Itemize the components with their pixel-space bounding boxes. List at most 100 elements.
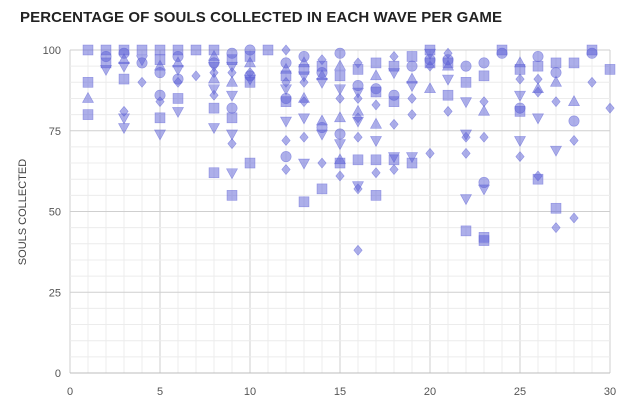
axes: 0 5 10 15 20 25 30 0 25 50 75 100: [43, 45, 616, 398]
scatter-point-circle: [406, 60, 418, 72]
scatter-point-diamond: [425, 60, 435, 72]
scatter-point-diamond: [191, 70, 201, 82]
y-axis-label: SOULS COLLECTED: [17, 159, 29, 265]
scatter-point-diamond: [317, 157, 327, 169]
scatter-point-diamond: [281, 134, 291, 146]
scatter-point-circle: [496, 47, 508, 59]
scatter-point-triangle-up: [369, 69, 383, 81]
scatter-point-triangle-down: [117, 113, 131, 125]
x-tick-label: 30: [604, 386, 616, 398]
scatter-point-square: [172, 93, 184, 104]
scatter-point-square: [370, 190, 382, 201]
scatter-point-diamond: [425, 147, 435, 159]
x-tick-label: 25: [514, 386, 526, 398]
scatter-point-square: [550, 202, 562, 214]
scatter-point-diamond: [227, 138, 237, 150]
scatter-point-circle: [334, 47, 346, 59]
scatter-point-triangle-down: [405, 152, 419, 164]
scatter-point-triangle-down: [171, 65, 185, 77]
scatter-point-diamond: [551, 96, 561, 108]
scatter-point-triangle-down: [459, 97, 473, 109]
y-tick-label: 100: [43, 45, 61, 57]
scatter-point-square: [244, 157, 256, 169]
scatter-point-diamond: [299, 76, 309, 88]
scatter-point-diamond: [353, 92, 363, 104]
scatter-point-triangle-down: [333, 84, 347, 96]
scatter-point-square: [568, 57, 580, 69]
scatter-point-square: [82, 77, 94, 88]
scatter-point-diamond: [137, 76, 147, 88]
scatter-point-square: [82, 44, 94, 56]
scatter-point-diamond: [461, 131, 471, 143]
scatter-point-square: [244, 77, 256, 88]
scatter-point-diamond: [587, 76, 597, 88]
scatter-point-triangle-down: [387, 68, 401, 80]
scatter-point-diamond: [407, 92, 417, 104]
scatter-point-diamond: [551, 222, 561, 234]
scatter-point-diamond: [407, 109, 417, 121]
scatter-point-square: [406, 51, 418, 62]
scatter-point-diamond: [353, 244, 363, 256]
scatter-point-diamond: [299, 131, 309, 143]
x-tick-label: 5: [157, 386, 163, 398]
scatter-point-square: [262, 44, 274, 56]
y-tick-label: 0: [55, 368, 61, 380]
scatter-point-square: [478, 235, 490, 246]
scatter-point-square: [388, 96, 400, 107]
scatter-point-triangle-down: [333, 139, 347, 151]
scatter-point-triangle-up: [549, 75, 563, 87]
x-tick-label: 20: [424, 386, 436, 398]
scatter-point-triangle-down: [351, 116, 365, 128]
x-tick-label: 10: [244, 386, 256, 398]
scatter-point-diamond: [569, 212, 579, 224]
data-points: [81, 44, 616, 256]
scatter-point-triangle-down: [207, 123, 221, 135]
scatter-point-square: [532, 173, 544, 185]
scatter-point-square: [370, 154, 382, 166]
scatter-point-triangle-down: [171, 107, 185, 118]
scatter-point-square: [298, 196, 310, 208]
scatter-point-circle: [280, 151, 292, 163]
scatter-point-triangle-down: [513, 136, 527, 148]
scatter-point-diamond: [173, 76, 183, 88]
scatter-point-diamond: [389, 50, 399, 62]
scatter-point-triangle-down: [225, 168, 239, 180]
scatter-point-square: [154, 112, 166, 124]
scatter-point-square: [154, 44, 166, 56]
scatter-point-diamond: [389, 118, 399, 130]
scatter-point-diamond: [281, 44, 291, 56]
scatter-point-triangle-down: [477, 184, 491, 196]
scatter-point-square: [352, 64, 364, 75]
y-tick-label: 25: [49, 287, 61, 299]
scatter-point-square: [190, 44, 202, 56]
scatter-point-triangle-down: [297, 158, 311, 170]
scatter-point-triangle-up: [369, 117, 383, 129]
scatter-point-triangle-up: [243, 56, 257, 68]
scatter-point-triangle-down: [99, 65, 113, 77]
scatter-point-square: [334, 70, 346, 82]
scatter-point-square: [316, 183, 328, 195]
scatter-point-triangle-down: [513, 90, 527, 102]
scatter-point-diamond: [353, 183, 363, 195]
scatter-point-square: [208, 102, 220, 114]
scatter-point-triangle-up: [333, 59, 347, 71]
scatter-point-circle: [136, 57, 148, 69]
scatter-point-diamond: [155, 96, 165, 108]
scatter-point-square: [442, 89, 454, 101]
scatter-point-diamond: [335, 92, 345, 104]
scatter-point-square: [460, 225, 472, 237]
x-tick-label: 15: [334, 386, 346, 398]
scatter-point-circle: [154, 67, 166, 79]
scatter-point-diamond: [479, 131, 489, 143]
scatter-point-square: [370, 86, 382, 98]
y-tick-label: 50: [49, 207, 61, 219]
scatter-point-circle: [586, 47, 598, 59]
scatter-point-square: [388, 154, 400, 166]
scatter-point-diamond: [371, 167, 381, 179]
scatter-point-triangle-down: [441, 74, 455, 86]
scatter-point-circle: [568, 115, 580, 127]
scatter-point-triangle-up: [225, 75, 239, 87]
scatter-point-triangle-up: [81, 91, 95, 103]
scatter-point-square: [514, 64, 526, 75]
